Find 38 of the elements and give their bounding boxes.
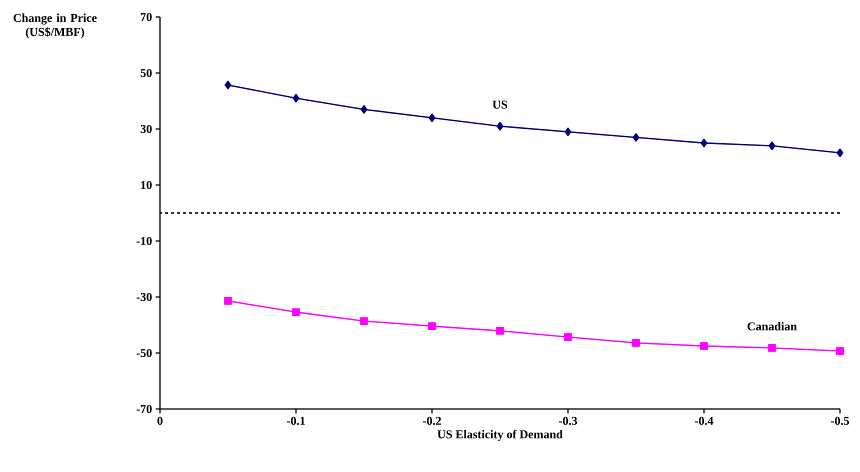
y-tick-label: -70 (136, 404, 152, 414)
x-tick-label: -0.5 (830, 416, 850, 425)
point (496, 122, 504, 130)
point (224, 80, 232, 90)
point (360, 317, 368, 325)
point (700, 138, 708, 148)
series-label: US (492, 100, 508, 109)
point (360, 105, 368, 114)
y-tick-label: 10 (141, 180, 152, 190)
y-tick-label: -30 (136, 292, 152, 302)
point (428, 322, 436, 330)
y-tick-label: 70 (140, 12, 152, 22)
point (292, 94, 300, 102)
y-axis-title: Change in Price (US$/MBF) (14, 14, 97, 38)
x-tick-label: -0.4 (694, 416, 714, 425)
point (768, 142, 776, 150)
y-tick-label: 30 (140, 124, 152, 134)
point (564, 333, 572, 341)
y-tick-label: -10 (136, 236, 152, 246)
x-axis-title: US Elasticity of Demand (437, 430, 563, 441)
point (292, 308, 300, 316)
x-tick-label: -0.1 (286, 416, 305, 425)
point (768, 344, 776, 352)
point (836, 148, 844, 158)
point (496, 326, 504, 335)
x-tick-label: -0.2 (422, 416, 441, 425)
x-tick-label: 0 (157, 416, 163, 425)
y-tick-label: 50 (140, 68, 152, 78)
point (632, 339, 640, 347)
point (224, 297, 232, 305)
point (564, 127, 572, 136)
point (632, 133, 640, 142)
point (836, 347, 844, 355)
y-tick-label: -50 (136, 348, 152, 358)
point (700, 342, 708, 350)
point (428, 114, 436, 122)
series-label: Canadian (748, 322, 797, 330)
x-tick-label: -0.3 (558, 416, 578, 425)
